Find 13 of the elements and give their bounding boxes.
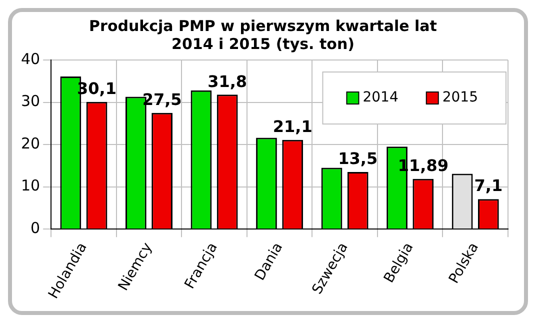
legend-label: 2014 [362,90,398,106]
y-tick-label: 40 [20,50,40,68]
data-label: 21,1 [272,117,312,136]
chart-title: Produkcja PMP w pierwszym kwartale lat 2014 i 2015 (tys. ton) [89,16,437,53]
data-label: 7,1 [474,176,503,196]
data-label: 31,8 [208,72,248,91]
y-tick-label: 0 [30,218,40,237]
legend-label: 2015 [442,90,478,106]
y-tick-label: 20 [20,134,40,152]
y-tick-label: 10 [20,176,40,195]
data-label: 27,5 [142,90,182,109]
y-tick-label: 30 [20,92,40,110]
data-label: 13,5 [338,149,378,168]
